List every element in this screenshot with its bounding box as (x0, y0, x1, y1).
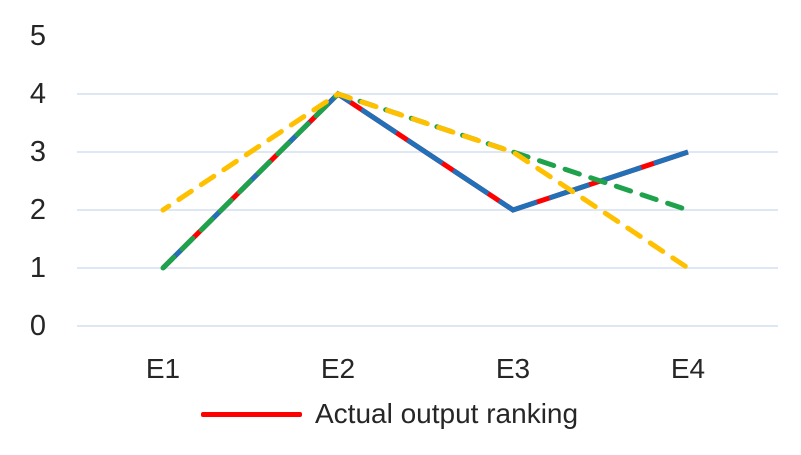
y-tick-label-3: 3 (29, 136, 46, 168)
series-blue-line (161, 90, 689, 270)
y-tick-label-4: 4 (29, 78, 46, 110)
series-yellow-line (160, 91, 691, 271)
y-tick-label-5: 5 (29, 20, 46, 52)
y-tick-label-0: 0 (29, 310, 46, 342)
legend: Actual output ranking (201, 399, 578, 429)
x-tick-label-E4: E4 (670, 353, 706, 384)
x-tick-label-E3: E3 (495, 353, 531, 384)
y-tick-label-1: 1 (29, 252, 46, 284)
actual-output-ranking-line (161, 90, 689, 270)
y-tick-label-2: 2 (29, 194, 46, 226)
x-tick-label-E1: E1 (145, 353, 181, 384)
legend-line-sample (201, 411, 302, 417)
x-tick-label-E2: E2 (320, 353, 356, 384)
series-green-line (160, 91, 691, 271)
legend-label: Actual output ranking (315, 398, 579, 429)
